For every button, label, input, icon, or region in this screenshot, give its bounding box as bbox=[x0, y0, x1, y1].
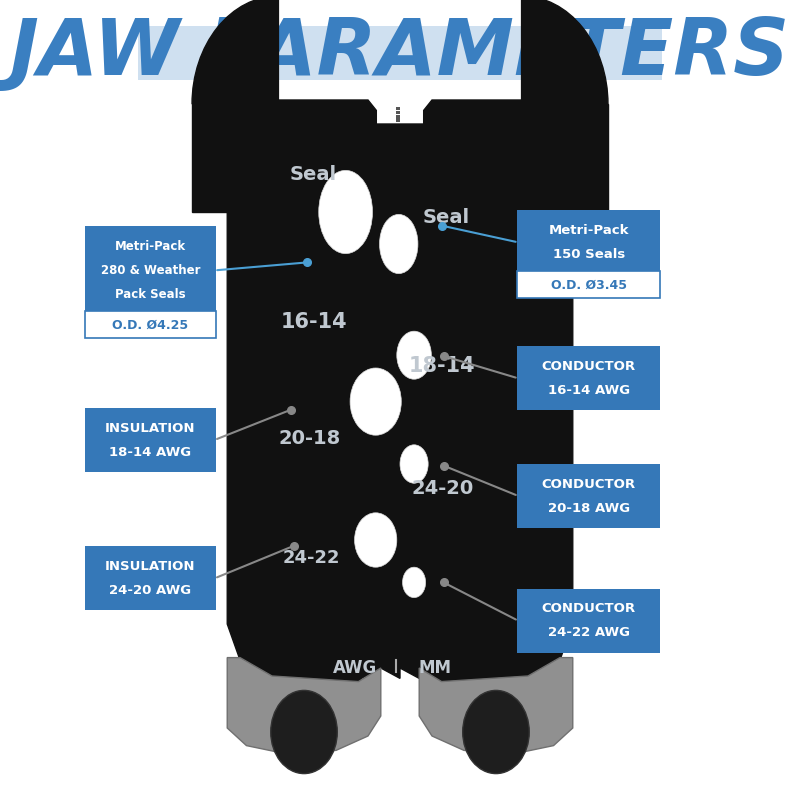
Text: 18-14 AWG: 18-14 AWG bbox=[110, 446, 191, 458]
Text: Seal: Seal bbox=[422, 208, 470, 227]
Text: 280 & Weather: 280 & Weather bbox=[101, 264, 200, 277]
Text: Pack Seals: Pack Seals bbox=[115, 288, 186, 301]
FancyBboxPatch shape bbox=[517, 210, 661, 274]
FancyBboxPatch shape bbox=[85, 408, 216, 472]
Ellipse shape bbox=[400, 445, 428, 483]
FancyBboxPatch shape bbox=[517, 464, 661, 528]
Text: CONDUCTOR: CONDUCTOR bbox=[542, 478, 636, 490]
Text: O.D. Ø4.25: O.D. Ø4.25 bbox=[112, 318, 189, 331]
Text: Seal: Seal bbox=[290, 165, 337, 184]
Text: 24-20: 24-20 bbox=[411, 478, 474, 498]
Ellipse shape bbox=[402, 567, 426, 598]
Polygon shape bbox=[227, 100, 573, 682]
Ellipse shape bbox=[350, 368, 402, 435]
Text: 24-22 AWG: 24-22 AWG bbox=[548, 626, 630, 639]
FancyBboxPatch shape bbox=[85, 226, 216, 314]
Text: AWG: AWG bbox=[333, 659, 378, 677]
FancyBboxPatch shape bbox=[396, 114, 400, 118]
FancyBboxPatch shape bbox=[396, 118, 400, 122]
Text: MM: MM bbox=[418, 659, 452, 677]
FancyBboxPatch shape bbox=[85, 311, 216, 338]
FancyBboxPatch shape bbox=[85, 546, 216, 610]
Text: CONDUCTOR: CONDUCTOR bbox=[542, 360, 636, 373]
Text: O.D. Ø3.45: O.D. Ø3.45 bbox=[550, 278, 626, 291]
Text: Metri-Pack: Metri-Pack bbox=[115, 240, 186, 253]
Ellipse shape bbox=[354, 513, 397, 567]
FancyBboxPatch shape bbox=[396, 111, 400, 114]
Text: JAW PARAMETERS: JAW PARAMETERS bbox=[10, 14, 790, 90]
Text: 24-22: 24-22 bbox=[283, 549, 341, 566]
Text: 20-18 AWG: 20-18 AWG bbox=[548, 502, 630, 514]
Text: 16-14 AWG: 16-14 AWG bbox=[548, 384, 630, 397]
Text: 24-20 AWG: 24-20 AWG bbox=[110, 584, 191, 597]
Ellipse shape bbox=[379, 214, 418, 274]
FancyBboxPatch shape bbox=[517, 589, 661, 653]
Text: INSULATION: INSULATION bbox=[105, 422, 196, 434]
Text: INSULATION: INSULATION bbox=[105, 560, 196, 573]
Wedge shape bbox=[522, 0, 608, 104]
FancyBboxPatch shape bbox=[517, 346, 661, 410]
Ellipse shape bbox=[318, 170, 373, 254]
FancyBboxPatch shape bbox=[396, 107, 400, 110]
Wedge shape bbox=[192, 0, 278, 104]
Text: 150 Seals: 150 Seals bbox=[553, 248, 625, 261]
Polygon shape bbox=[419, 658, 573, 754]
Polygon shape bbox=[227, 658, 381, 754]
Text: Metri-Pack: Metri-Pack bbox=[549, 224, 629, 237]
FancyBboxPatch shape bbox=[517, 271, 661, 298]
Text: 16-14: 16-14 bbox=[280, 312, 347, 331]
Circle shape bbox=[462, 690, 530, 774]
Circle shape bbox=[270, 690, 338, 774]
Text: 18-14: 18-14 bbox=[408, 357, 475, 376]
Polygon shape bbox=[192, 104, 278, 212]
FancyBboxPatch shape bbox=[138, 26, 662, 80]
Polygon shape bbox=[522, 104, 608, 212]
Ellipse shape bbox=[397, 331, 431, 379]
Text: CONDUCTOR: CONDUCTOR bbox=[542, 602, 636, 615]
Text: 20-18: 20-18 bbox=[278, 429, 340, 448]
